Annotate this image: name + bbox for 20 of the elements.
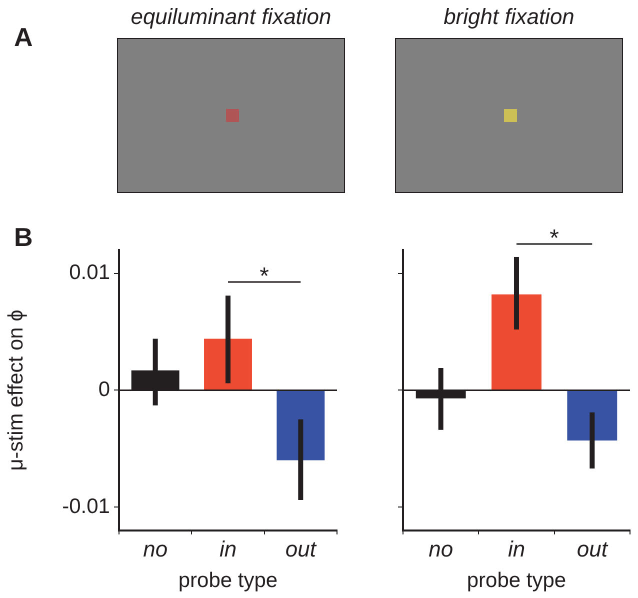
x-tick-label: in — [219, 536, 237, 562]
x-tick-label: out — [285, 536, 317, 562]
chart-title: equiluminant fixation — [130, 4, 332, 30]
bar — [204, 338, 252, 390]
x-axis-title: probe type — [178, 569, 278, 592]
x-tick-label: no — [428, 536, 454, 562]
y-tick-label: 0.01 — [69, 261, 110, 284]
annotation: * — [260, 263, 270, 290]
text: B — [14, 222, 33, 253]
x-tick-label: in — [508, 536, 526, 562]
y-tick-label: -0.01 — [62, 494, 110, 518]
x-tick-label: no — [143, 536, 168, 562]
y-tick-label: 0 — [98, 378, 110, 401]
bar — [276, 390, 325, 460]
chart-title: bright fixation — [442, 4, 576, 30]
text: A — [14, 22, 33, 53]
x-axis-title: probe type — [466, 569, 566, 592]
x-tick-label: out — [576, 536, 608, 562]
annotation: * — [550, 225, 560, 252]
y-axis-title: μ-stim effect on ϕ — [4, 310, 28, 471]
